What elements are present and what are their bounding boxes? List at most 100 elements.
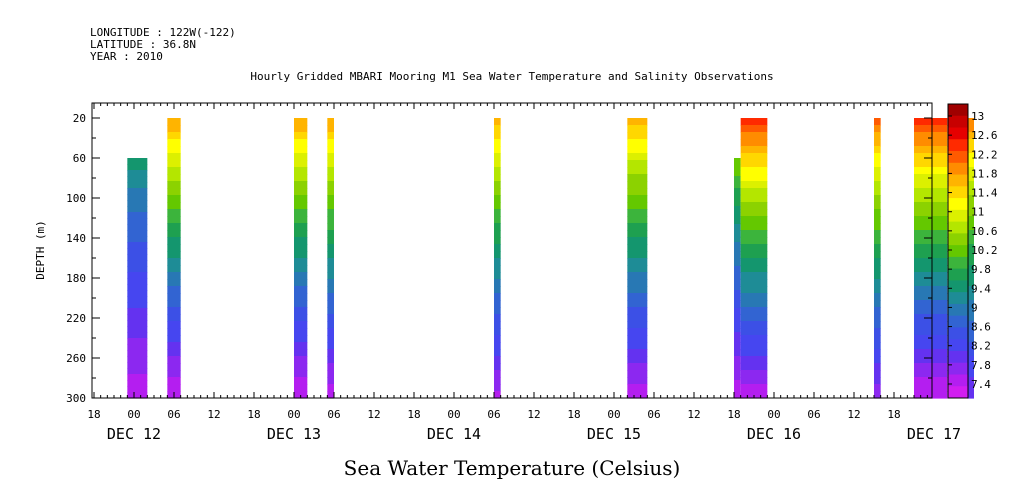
- column-cell: [740, 356, 768, 364]
- column-cell: [127, 320, 148, 327]
- column-cell: [167, 279, 181, 287]
- column-cell: [874, 349, 881, 357]
- column-cell: [967, 384, 974, 392]
- column-cell: [967, 258, 974, 266]
- column-cell: [294, 209, 308, 217]
- column-cell: [734, 296, 741, 303]
- column-cell: [967, 265, 974, 273]
- column-cell: [494, 335, 501, 343]
- column-cell: [494, 279, 501, 287]
- column-cell: [914, 244, 948, 252]
- column-cell: [627, 209, 648, 217]
- column-cell: [127, 242, 148, 249]
- column-cell: [914, 209, 948, 217]
- column-cell: [734, 308, 741, 315]
- column-cell: [494, 132, 501, 140]
- column-cell: [734, 302, 741, 309]
- column-cell: [127, 308, 148, 315]
- column-cell: [967, 125, 974, 133]
- column-cell: [627, 265, 648, 273]
- y-tick-label: 220: [66, 312, 86, 325]
- column-cell: [127, 224, 148, 231]
- column-cell: [167, 216, 181, 224]
- column-cell: [627, 125, 648, 133]
- column-cell: [627, 216, 648, 224]
- column-cell: [627, 314, 648, 322]
- column-cell: [127, 218, 148, 225]
- column-cell: [167, 181, 181, 189]
- column-cell: [874, 216, 881, 224]
- colorbar-swatch: [948, 139, 968, 152]
- column-cell: [967, 195, 974, 203]
- column-cell: [327, 328, 334, 336]
- column-cell: [494, 391, 501, 399]
- column-cell: [327, 139, 334, 147]
- column-cell: [734, 164, 741, 171]
- column-cell: [327, 188, 334, 196]
- column-cell: [874, 314, 881, 322]
- column-cell: [740, 300, 768, 308]
- column-cell: [294, 265, 308, 273]
- column-cell: [167, 160, 181, 168]
- column-cell: [740, 244, 768, 252]
- column-cell: [167, 321, 181, 329]
- column-cell: [874, 321, 881, 329]
- column-cell: [627, 349, 648, 357]
- y-tick-label: 140: [66, 232, 86, 245]
- x-hour-tick-label: 18: [727, 408, 740, 421]
- column-cell: [294, 202, 308, 210]
- data-column: [127, 158, 148, 399]
- column-cell: [327, 265, 334, 273]
- x-hour-tick-label: 18: [87, 408, 100, 421]
- column-cell: [167, 209, 181, 217]
- column-cell: [327, 293, 334, 301]
- column-cell: [294, 307, 308, 315]
- column-cell: [327, 314, 334, 322]
- column-cell: [874, 265, 881, 273]
- column-cell: [294, 272, 308, 280]
- column-cell: [294, 286, 308, 294]
- column-cell: [740, 377, 768, 385]
- column-cell: [494, 300, 501, 308]
- column-cell: [740, 370, 768, 378]
- column-cell: [914, 188, 948, 196]
- colorbar-label: 7.8: [971, 359, 991, 372]
- column-cell: [494, 293, 501, 301]
- column-cell: [627, 251, 648, 259]
- colorbar-label: 9.8: [971, 263, 991, 276]
- column-cell: [327, 146, 334, 154]
- column-cell: [494, 223, 501, 231]
- colorbar-frame: [947, 103, 969, 399]
- column-cell: [874, 342, 881, 350]
- column-cell: [627, 328, 648, 336]
- column-cell: [327, 251, 334, 259]
- colorbar-label: 11.8: [971, 167, 998, 180]
- column-cell: [627, 223, 648, 231]
- column-cell: [734, 212, 741, 219]
- column-cell: [167, 384, 181, 392]
- chart-title: Hourly Gridded MBARI Mooring M1 Sea Wate…: [250, 70, 773, 83]
- column-cell: [327, 300, 334, 308]
- colorbar-swatch: [948, 350, 968, 364]
- column-cell: [167, 132, 181, 140]
- column-cell: [914, 181, 948, 189]
- column-cell: [327, 342, 334, 350]
- column-cell: [294, 216, 308, 224]
- column-cell: [740, 188, 768, 196]
- column-cell: [167, 314, 181, 322]
- column-cell: [167, 188, 181, 196]
- column-cell: [874, 251, 881, 259]
- column-cell: [740, 132, 768, 140]
- column-cell: [734, 230, 741, 237]
- x-hour-tick-label: 06: [167, 408, 180, 421]
- column-cell: [127, 206, 148, 213]
- column-cell: [740, 363, 768, 371]
- colorbar-label: 9: [971, 301, 978, 314]
- column-cell: [294, 118, 308, 126]
- column-cell: [127, 194, 148, 201]
- column-cell: [294, 181, 308, 189]
- column-cell: [167, 293, 181, 301]
- column-cell: [967, 300, 974, 308]
- colorbar-swatch: [948, 162, 968, 176]
- column-cell: [127, 260, 148, 267]
